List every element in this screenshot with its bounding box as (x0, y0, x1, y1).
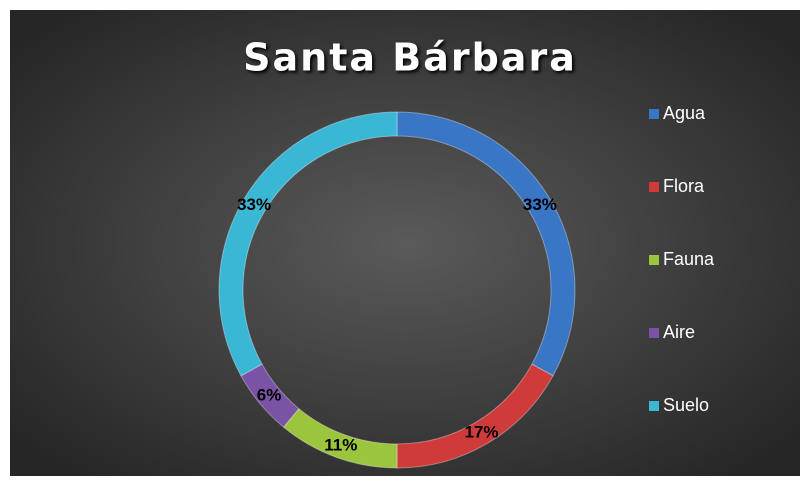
legend-label: Fauna (663, 249, 715, 269)
data-label: 17% (464, 422, 498, 441)
legend-swatch (649, 401, 659, 411)
data-label: 6% (257, 385, 282, 404)
data-label: 33% (237, 195, 271, 214)
legend-swatch (649, 328, 659, 338)
doughnut-segment (218, 111, 398, 377)
doughnut-segment (396, 111, 576, 377)
legend-label: Suelo (663, 395, 709, 415)
legend-label: Agua (663, 103, 706, 123)
data-label: 11% (324, 436, 357, 455)
chart-background (10, 10, 800, 476)
legend-swatch (649, 182, 659, 192)
legend-label: Aire (663, 322, 695, 342)
legend-swatch (649, 109, 659, 119)
data-label: 33% (523, 195, 557, 214)
legend-label: Flora (663, 176, 705, 196)
legend-swatch (649, 255, 659, 265)
doughnut-segment (282, 407, 398, 469)
chart-title: Santa Bárbara (243, 36, 577, 80)
